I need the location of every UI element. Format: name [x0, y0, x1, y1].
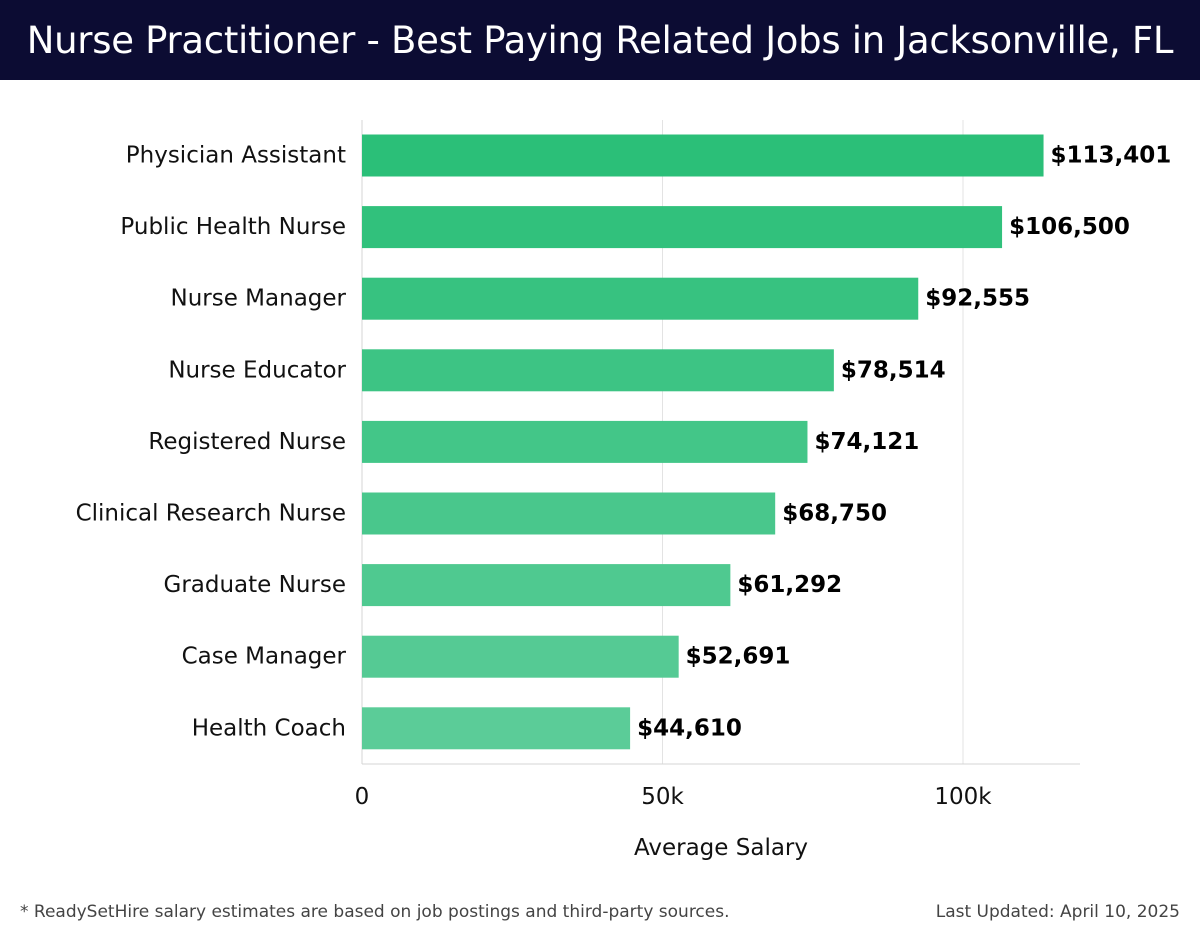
bar	[362, 635, 679, 678]
bar	[362, 349, 834, 392]
category-label: Health Coach	[192, 715, 346, 741]
bar	[362, 707, 631, 750]
x-tick-label: 50k	[641, 784, 684, 810]
bar	[362, 277, 919, 320]
category-label: Nurse Manager	[171, 286, 347, 312]
data-label: $61,292	[737, 572, 842, 598]
footer-note: * ReadySetHire salary estimates are base…	[20, 902, 730, 922]
category-label: Case Manager	[182, 644, 347, 670]
data-label: $74,121	[814, 429, 919, 455]
data-label: $113,401	[1051, 143, 1172, 169]
category-label: Public Health Nurse	[120, 214, 346, 240]
x-axis-title: Average Salary	[634, 835, 808, 861]
data-label: $68,750	[782, 501, 887, 527]
category-label: Clinical Research Nurse	[76, 501, 346, 527]
bar	[362, 134, 1044, 177]
bar	[362, 564, 731, 607]
header-banner: Nurse Practitioner - Best Paying Related…	[0, 0, 1200, 80]
data-label: $44,610	[637, 715, 742, 741]
data-label: $78,514	[841, 357, 946, 383]
data-label: $106,500	[1009, 214, 1130, 240]
bar	[362, 206, 1003, 249]
data-label: $92,555	[925, 286, 1030, 312]
x-tick-label: 0	[355, 784, 370, 810]
bar	[362, 492, 776, 535]
category-label: Graduate Nurse	[164, 572, 347, 598]
bar	[362, 420, 808, 463]
x-tick-label: 100k	[934, 784, 992, 810]
category-label: Physician Assistant	[126, 143, 346, 169]
category-label: Registered Nurse	[148, 429, 346, 455]
chart-title: Nurse Practitioner - Best Paying Related…	[26, 18, 1174, 62]
category-label: Nurse Educator	[168, 357, 346, 383]
data-label: $52,691	[686, 644, 791, 670]
footer-updated: Last Updated: April 10, 2025	[935, 902, 1180, 922]
